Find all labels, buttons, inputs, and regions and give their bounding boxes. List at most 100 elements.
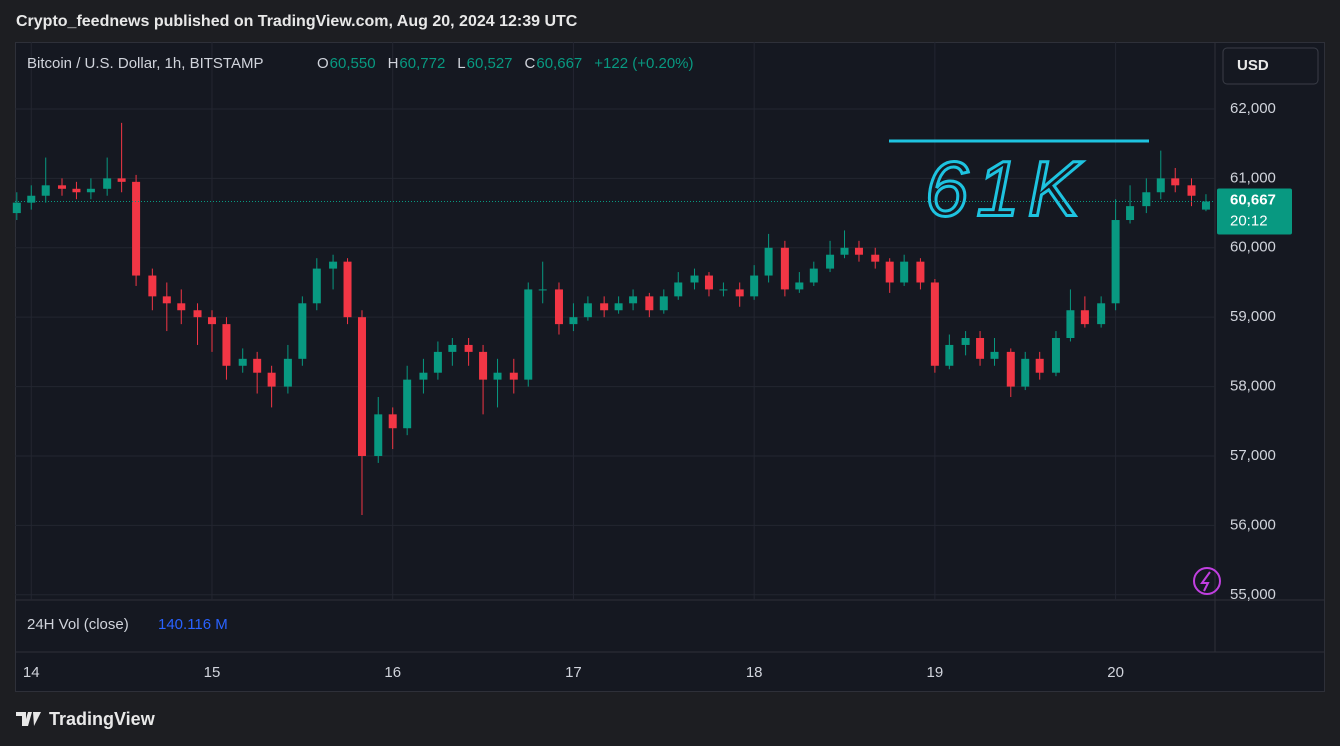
candle-body (1035, 358, 1044, 373)
candle-body (885, 261, 894, 283)
candle-body (253, 358, 262, 373)
candles (12, 122, 1210, 515)
candle-body (750, 275, 759, 297)
candle-body (86, 188, 95, 193)
candle-body (704, 275, 713, 290)
candle-body (448, 344, 457, 352)
candle-body (659, 296, 668, 311)
currency-button[interactable] (1222, 47, 1319, 85)
x-tick-label: 14 (23, 664, 40, 681)
candle-body (207, 317, 216, 325)
candle-body (538, 289, 547, 291)
x-tick-label: 17 (565, 664, 582, 681)
candle-body (1051, 338, 1060, 373)
candle-body (554, 289, 563, 325)
candle-body (871, 254, 880, 262)
x-tick-label: 16 (384, 664, 401, 681)
candle-body (479, 351, 488, 380)
ohlc-change: +122 (+0.20%) (594, 55, 693, 72)
ohlc-value: 60,772 (399, 55, 445, 72)
candle-body (312, 268, 321, 304)
candle-body (690, 275, 699, 283)
candle-body (719, 289, 728, 291)
ohlc-key: O (317, 55, 329, 72)
x-tick-label: 15 (204, 664, 221, 681)
candle-body (419, 372, 428, 380)
y-tick-label: 62,000 (1230, 100, 1276, 117)
candle-body (1097, 303, 1106, 325)
candle-body (103, 178, 112, 189)
candle-body (1111, 220, 1120, 304)
candle-body (674, 282, 683, 297)
candle-body (388, 414, 397, 429)
publish-title: Crypto_feednews published on TradingView… (16, 13, 578, 30)
candle-body (343, 261, 352, 318)
candle-body (645, 296, 654, 311)
x-tick-label: 20 (1107, 664, 1124, 681)
candle-body (1126, 206, 1135, 221)
grid (15, 42, 1215, 600)
candle-body (1201, 201, 1210, 210)
candle-body (132, 181, 141, 276)
candle-body (403, 379, 412, 429)
candle-body (854, 247, 863, 255)
candle-body (826, 254, 835, 269)
candle-body (329, 261, 338, 269)
ohlc-value: 60,527 (467, 55, 513, 72)
alert-bolt (1200, 571, 1211, 592)
candle-body (222, 324, 231, 366)
candle-body (735, 289, 744, 297)
candle-body (945, 344, 954, 366)
candle-body (976, 338, 985, 359)
y-tick-label: 59,000 (1230, 308, 1276, 325)
candle-body (162, 296, 171, 304)
last-price-tag (1217, 188, 1292, 235)
candle-body (267, 372, 276, 387)
handwritten-annotation: 61K (925, 145, 1088, 233)
chart-frame (15, 42, 1325, 692)
candle-body (493, 372, 502, 380)
candle-body (600, 303, 609, 311)
candle-body (569, 317, 578, 325)
overlay: 55,000 56,000 57,000 58,000 59,000 60,000 61,0… (15, 100, 1292, 681)
candle-body (1171, 178, 1180, 186)
y-tick-label: 57,000 (1230, 447, 1276, 464)
last-price-label: 60,667 (1230, 191, 1276, 208)
candle-body (614, 303, 623, 311)
candle-body (840, 247, 849, 255)
y-tick-label: 60,000 (1230, 239, 1276, 256)
y-tick-label: 56,000 (1230, 516, 1276, 533)
candle-body (177, 303, 186, 311)
candle-body (117, 178, 126, 182)
candle-body (900, 261, 909, 283)
volume-value: 140.116 M (158, 616, 228, 633)
countdown-label: 20:12 (1230, 212, 1268, 229)
y-tick-label: 61,000 (1230, 169, 1276, 186)
candle-body (12, 202, 21, 214)
candle-body (433, 351, 442, 373)
ohlc-key: L (457, 55, 465, 72)
candle-body (1142, 192, 1151, 207)
candle-body (629, 296, 638, 304)
candle-body (509, 372, 518, 380)
candle-body (1187, 185, 1196, 196)
candle-body (990, 351, 999, 359)
y-tick-label: 58,000 (1230, 378, 1276, 395)
candle-body (238, 358, 247, 366)
ohlc-value: 60,550 (330, 55, 376, 72)
candle-body (795, 282, 804, 290)
candle-body (583, 303, 592, 318)
symbol-label: Bitcoin / U.S. Dollar, 1h, BITSTAMP (27, 55, 263, 72)
candle-body (930, 282, 939, 366)
brand-name: TradingView (49, 709, 156, 729)
candle-body (809, 268, 818, 283)
candle-body (1156, 178, 1165, 193)
candle-body (961, 338, 970, 345)
candle-body (357, 317, 366, 456)
currency-label: USD (1237, 57, 1269, 74)
ohlc-key: C (525, 55, 536, 72)
alert-icon[interactable] (1193, 567, 1221, 595)
y-tick-label: 55,000 (1230, 586, 1276, 603)
